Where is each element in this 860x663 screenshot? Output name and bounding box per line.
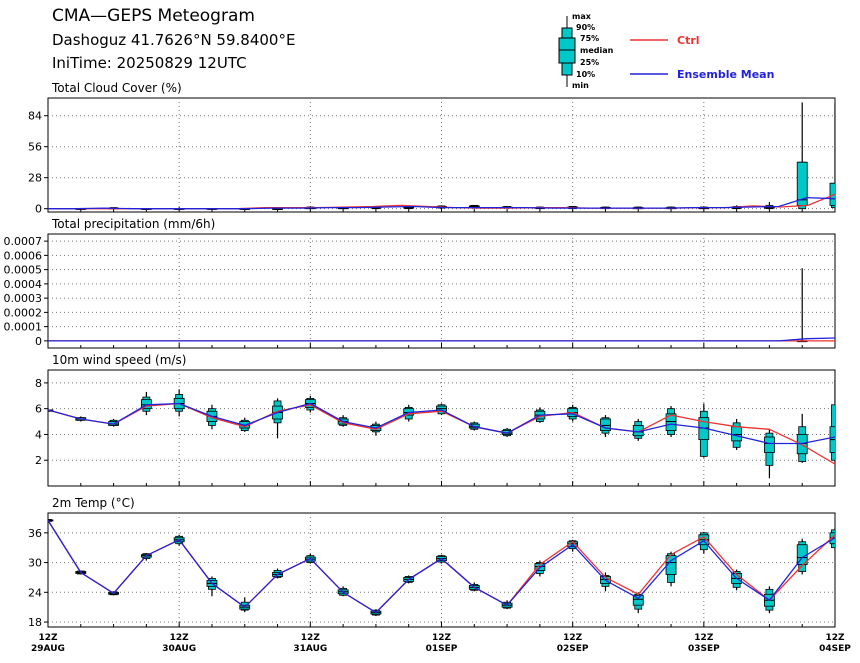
x-axis-labels: 12Z29AUG12Z30AUG12Z31AUG12Z01SEP12Z02SEP… <box>31 633 851 654</box>
x-tick-label-date: 29AUG <box>31 644 65 654</box>
y-tick-label: 56 <box>28 141 42 154</box>
legend-ctrl-label: Ctrl <box>677 34 700 47</box>
y-tick-label: 0.0005 <box>4 264 43 277</box>
y-tick-label: 0 <box>35 335 42 348</box>
box-138h <box>796 538 808 575</box>
y-tick-label: 0.0007 <box>4 235 43 248</box>
x-tick-label-time: 12Z <box>563 633 583 643</box>
x-tick-label-date: 30AUG <box>162 644 196 654</box>
box-inner <box>731 426 743 442</box>
x-tick-label-date: 03SEP <box>688 644 720 654</box>
y-tick-label: 8 <box>35 377 42 390</box>
ctrl-line <box>48 193 835 210</box>
legend-min-label: min <box>572 81 589 90</box>
box-inner <box>600 418 611 431</box>
x-tick-label-date: 31AUG <box>293 644 327 654</box>
y-tick-label: 6 <box>35 403 42 416</box>
box-114h <box>665 406 677 438</box>
mean-line <box>48 520 835 614</box>
mean-line <box>48 196 835 210</box>
x-tick-label-time: 12Z <box>694 633 714 643</box>
y-tick-label: 24 <box>28 586 42 599</box>
x-tick-label-time: 12Z <box>38 633 58 643</box>
x-tick-label-time: 12Z <box>432 633 452 643</box>
chart-title: CMA—GEPS Meteogram <box>52 6 255 26</box>
box-group <box>796 268 808 343</box>
mean-line <box>48 402 835 445</box>
y-tick-label: 4 <box>35 428 42 441</box>
legend-median-label: median <box>580 46 614 55</box>
legend-mean-label: Ensemble Mean <box>677 68 774 81</box>
panel-title: Total Cloud Cover (%) <box>51 81 182 95</box>
panel-2: 10m wind speed (m/s) 2 4 6 8 <box>35 353 836 487</box>
box-132h <box>764 202 775 210</box>
box-42h <box>272 398 283 439</box>
y-tick-label: 0.0003 <box>4 292 43 305</box>
legend-box-glyph <box>558 16 576 87</box>
box-inner <box>764 436 775 453</box>
y-tick-label: 0.0001 <box>4 321 43 334</box>
box-144h <box>829 103 835 209</box>
y-tick-label: 0.0006 <box>4 249 43 262</box>
init-time-label: IniTime: 20250829 12UTC <box>52 54 247 72</box>
y-tick-label: 0 <box>35 203 42 216</box>
legend-75-label: 75% <box>580 34 599 43</box>
legend-25-label: 25% <box>580 58 599 67</box>
y-tick-label: 0.0004 <box>4 278 43 291</box>
box-138h <box>796 268 808 343</box>
y-tick-label: 36 <box>28 527 42 540</box>
x-tick-label-time: 12Z <box>825 633 845 643</box>
x-tick-label-date: 04SEP <box>819 644 851 654</box>
box-0h <box>48 518 54 522</box>
box-108h <box>632 418 644 441</box>
box-inner <box>665 413 677 431</box>
panel-title: Total precipitation (mm/6h) <box>51 217 215 231</box>
x-tick-label-date: 01SEP <box>426 644 458 654</box>
box-120h <box>698 403 710 458</box>
box-18h <box>140 391 152 416</box>
y-tick-label: 28 <box>28 172 42 185</box>
panel-title: 10m wind speed (m/s) <box>52 353 186 367</box>
location-label: Dashoguz 41.7626°N 59.8400°E <box>52 31 296 49</box>
box-inner <box>829 182 835 206</box>
y-tick-label: 0.0002 <box>4 306 43 319</box>
x-tick-label-time: 12Z <box>301 633 321 643</box>
box-132h <box>764 429 775 479</box>
x-tick-label-date: 02SEP <box>557 644 589 654</box>
y-tick-label: 30 <box>28 557 42 570</box>
box-group <box>75 102 835 210</box>
ctrl-line <box>48 520 835 614</box>
box-group <box>48 380 835 479</box>
panel-1: Total precipitation (mm/6h) 00.0001 0.0002… <box>4 217 836 349</box>
panel-frame <box>47 369 836 487</box>
box-114h <box>665 551 677 587</box>
box-102h <box>600 415 611 438</box>
box-108h <box>632 592 644 614</box>
y-tick-label: 18 <box>28 616 42 629</box>
y-tick-label: 2 <box>35 454 42 467</box>
x-tick-label-time: 12Z <box>170 633 190 643</box>
legend-10-label: 10% <box>576 70 595 79</box>
mean-line <box>48 337 835 342</box>
box-42h <box>272 208 283 210</box>
box-138h <box>796 413 808 463</box>
box-126h <box>731 569 743 591</box>
box-138h <box>796 102 808 210</box>
box-inner <box>665 555 677 575</box>
panel-3: 2m Temp (°C) 18 24 30 36 <box>28 496 836 629</box>
legend-90-label: 90% <box>576 23 595 32</box>
box-inner <box>632 594 644 606</box>
legend-max-label: max <box>572 12 592 21</box>
box-144h <box>829 380 835 463</box>
y-tick-label: 84 <box>28 110 42 123</box>
panel-title: 2m Temp (°C) <box>52 496 135 510</box>
panel-0: Total Cloud Cover (%) 0 28 56 84 <box>28 81 836 216</box>
